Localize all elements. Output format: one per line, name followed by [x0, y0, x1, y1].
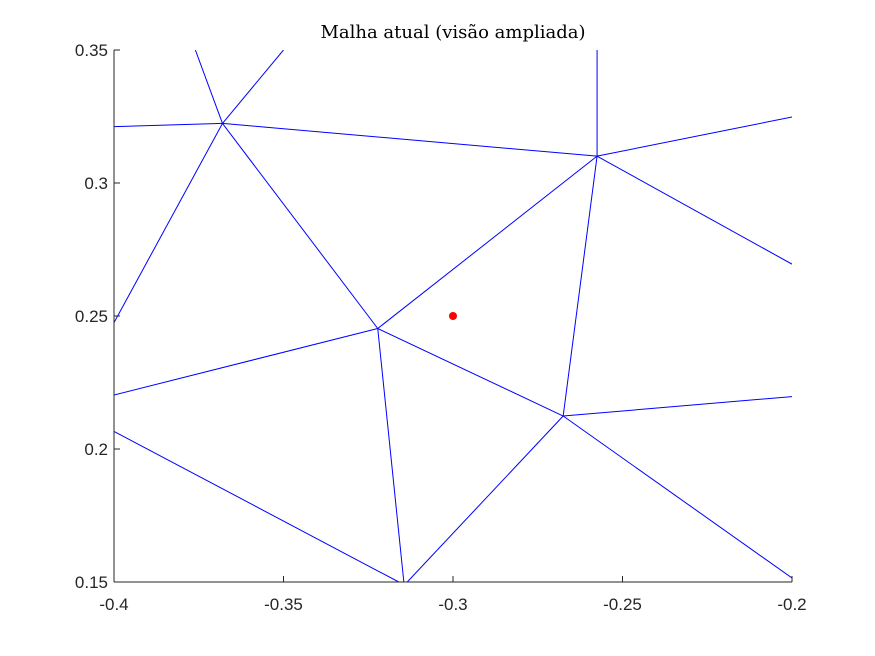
y-tick-label: 0.3 — [84, 174, 108, 193]
mesh-edge — [377, 328, 564, 417]
mesh-edge — [114, 123, 223, 323]
mesh-edge — [563, 396, 792, 417]
mesh-edge — [222, 123, 379, 329]
mesh-edge — [222, 122, 598, 157]
mesh-edge — [377, 328, 405, 582]
mesh-edge — [377, 155, 598, 329]
mesh-edge — [596, 116, 792, 157]
mesh-edge — [222, 50, 284, 124]
y-tick-label: 0.25 — [75, 307, 108, 326]
chart-title: Malha atual (visão ampliada) — [320, 22, 585, 43]
highlight-points — [449, 312, 457, 320]
plot-area: -0.4 -0.35 -0.3 -0.25 -0.2 0.15 0.2 0.25 0.3 0.3… — [75, 41, 807, 614]
y-tick-label: 0.15 — [75, 573, 108, 592]
mesh-edge — [406, 415, 564, 582]
mesh-edge — [114, 328, 378, 396]
x-tick-label: -0.25 — [603, 595, 642, 614]
mesh-edge — [562, 156, 598, 417]
y-tick-label: 0.2 — [84, 440, 108, 459]
mesh-edge — [194, 50, 223, 124]
y-tick-label: 0.35 — [75, 41, 108, 60]
x-tick-label: -0.4 — [99, 595, 128, 614]
mesh-edges — [114, 50, 792, 582]
x-ticks: -0.4 -0.35 -0.3 -0.25 -0.2 — [99, 576, 807, 614]
mesh-edge — [114, 122, 223, 128]
query-point — [449, 312, 457, 320]
mesh-edge — [562, 415, 792, 579]
y-ticks: 0.15 0.2 0.25 0.3 0.35 — [75, 41, 120, 592]
mesh-edge — [596, 155, 792, 265]
x-tick-label: -0.3 — [438, 595, 467, 614]
x-tick-label: -0.35 — [264, 595, 303, 614]
mesh-edge — [114, 431, 399, 582]
x-tick-label: -0.2 — [777, 595, 806, 614]
